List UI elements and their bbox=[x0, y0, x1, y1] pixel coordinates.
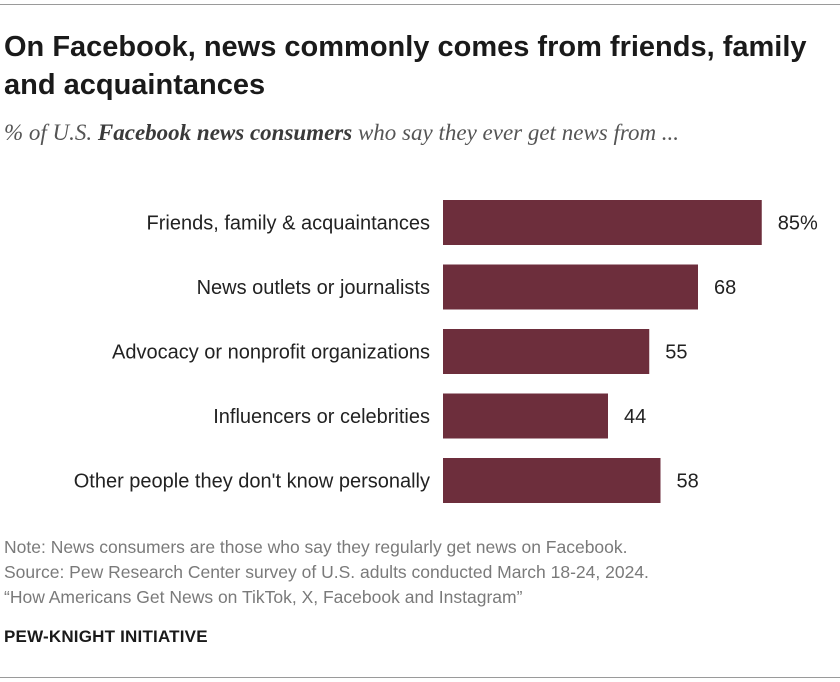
bar bbox=[443, 329, 650, 374]
source-text: Source: Pew Research Center survey of U.… bbox=[4, 562, 649, 582]
value-label: 68 bbox=[714, 277, 736, 299]
chart-title: On Facebook, news commonly comes from fr… bbox=[4, 31, 807, 101]
top-divider bbox=[0, 4, 840, 5]
bar bbox=[443, 458, 661, 503]
report-title: “How Americans Get News on TikTok, X, Fa… bbox=[4, 587, 523, 607]
category-label: Advocacy or nonprofit organizations bbox=[112, 342, 430, 364]
category-label: News outlets or journalists bbox=[197, 277, 430, 299]
brand-label: PEW-KNIGHT INITIATIVE bbox=[4, 627, 208, 646]
bar bbox=[443, 264, 698, 310]
chart-notes: Note: News consumers are those who say t… bbox=[4, 535, 836, 610]
bottom-divider bbox=[0, 677, 840, 678]
chart-subtitle: % of U.S. Facebook news consumers who sa… bbox=[4, 118, 836, 148]
category-label: Friends, family & acquaintances bbox=[147, 213, 430, 235]
value-label: 55 bbox=[665, 342, 687, 364]
value-label: 85% bbox=[778, 213, 818, 235]
subtitle-emphasis: Facebook news consumers bbox=[97, 120, 353, 145]
note-text: Note: News consumers are those who say t… bbox=[4, 537, 628, 557]
bar bbox=[443, 200, 762, 245]
value-label: 44 bbox=[624, 406, 646, 428]
bar-chart: Friends, family & acquaintances 85% News o… bbox=[74, 200, 818, 503]
bar bbox=[443, 393, 608, 439]
subtitle-prefix: % of U.S. bbox=[4, 120, 98, 145]
category-label: Influencers or celebrities bbox=[213, 406, 430, 428]
category-label: Other people they don't know personally bbox=[74, 471, 430, 493]
subtitle-suffix: who say they ever get news from ... bbox=[352, 120, 680, 145]
value-label: 58 bbox=[677, 471, 699, 493]
